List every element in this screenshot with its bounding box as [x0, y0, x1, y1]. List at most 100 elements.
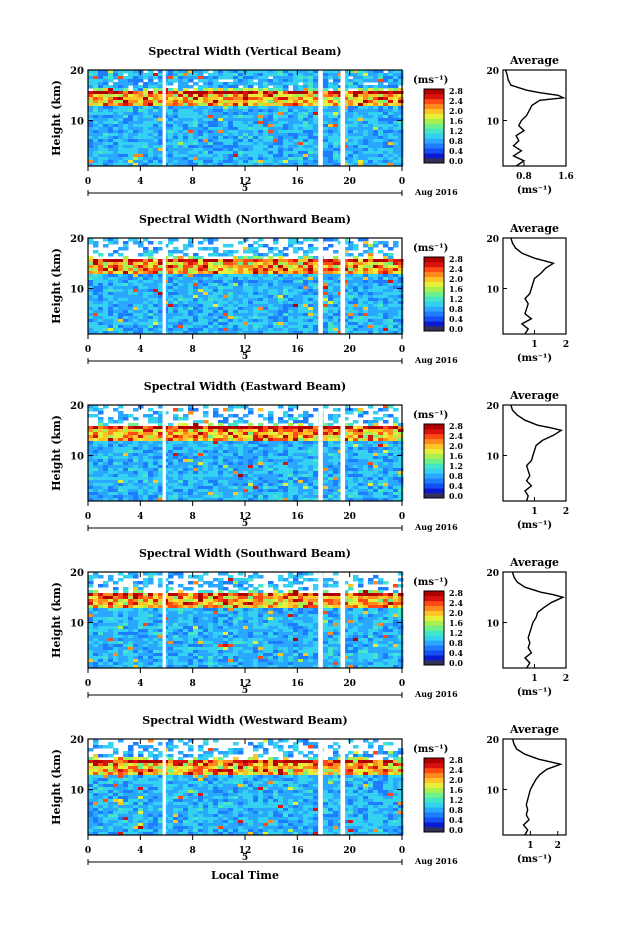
heatmap-cell: [153, 145, 159, 149]
heatmap-cell: [248, 151, 254, 155]
heatmap-cell: [233, 432, 239, 436]
heatmap-cell: [253, 492, 259, 496]
heatmap-cell: [148, 250, 154, 254]
heatmap-cell: [113, 319, 119, 323]
heatmap-cell: [293, 160, 299, 164]
heatmap-cell: [103, 444, 109, 448]
heatmap-cell: [373, 139, 379, 143]
heatmap-cell: [233, 85, 239, 89]
heatmap-cell: [348, 280, 354, 284]
heatmap-cell: [353, 262, 359, 266]
heatmap-cell: [273, 474, 279, 478]
heatmap-cell: [98, 474, 104, 478]
heatmap-cell: [218, 313, 224, 317]
heatmap-cell: [283, 429, 289, 433]
heatmap-cell: [153, 136, 159, 140]
heatmap-cell: [253, 435, 259, 439]
heatmap-cell: [138, 277, 144, 281]
heatmap-cell: [138, 133, 144, 137]
heatmap-cell: [193, 322, 199, 326]
heatmap-cell: [103, 307, 109, 311]
heatmap-cell: [93, 486, 99, 490]
heatmap-cell: [118, 498, 124, 502]
heatmap-cell: [263, 307, 269, 311]
heatmap-cell: [288, 76, 294, 80]
heatmap-cell: [118, 127, 124, 131]
heatmap-cell: [143, 94, 149, 98]
heatmap-cell: [333, 142, 339, 146]
heatmap-cell: [368, 301, 374, 305]
heatmap-cell: [273, 157, 279, 161]
heatmap-cell: [148, 414, 154, 418]
heatmap-cell: [248, 444, 254, 448]
heatmap-cell: [328, 292, 334, 296]
heatmap-cell: [203, 127, 209, 131]
heatmap-cell: [393, 322, 399, 326]
heatmap-cell: [323, 118, 329, 122]
heatmap-cell: [143, 471, 149, 475]
heatmap-cell: [353, 325, 359, 329]
heatmap-cell: [398, 100, 404, 104]
heatmap-cell: [173, 247, 179, 251]
heatmap-cell: [173, 157, 179, 161]
heatmap-cell: [343, 100, 349, 104]
heatmap-cell: [213, 298, 219, 302]
heatmap-cell: [243, 495, 249, 499]
heatmap-cell: [198, 477, 204, 481]
heatmap-cell: [233, 250, 239, 254]
heatmap-cell: [88, 145, 94, 149]
heatmap-cell: [233, 97, 239, 101]
heatmap-cell: [93, 262, 99, 266]
heatmap-cell: [228, 271, 234, 275]
heatmap-cell: [173, 492, 179, 496]
heatmap-cell: [233, 486, 239, 490]
heatmap-cell: [358, 313, 364, 317]
heatmap-cell: [323, 73, 329, 77]
heatmap-cell: [178, 480, 184, 484]
heatmap-cell: [178, 426, 184, 430]
heatmap-cell: [88, 471, 94, 475]
heatmap-cell: [88, 142, 94, 146]
heatmap-cell: [188, 127, 194, 131]
heatmap-cell: [123, 295, 129, 299]
heatmap-cell: [243, 429, 249, 433]
heatmap-cell: [348, 289, 354, 293]
heatmap-cell: [243, 97, 249, 101]
heatmap-cell: [88, 82, 94, 86]
heatmap-cell: [103, 304, 109, 308]
heatmap-cell: [248, 453, 254, 457]
heatmap-cell: [103, 310, 109, 314]
heatmap-cell: [313, 91, 319, 95]
heatmap-cell: [133, 271, 139, 275]
heatmap-cell: [303, 322, 309, 326]
heatmap-cell: [328, 100, 334, 104]
heatmap-cell: [228, 280, 234, 284]
heatmap-cell: [213, 411, 219, 415]
heatmap-cell: [238, 301, 244, 305]
heatmap-cell: [348, 259, 354, 263]
heatmap-cell: [118, 462, 124, 466]
heatmap-cell: [173, 91, 179, 95]
heatmap-cell: [298, 97, 304, 101]
heatmap-cell: [108, 483, 114, 487]
heatmap-cell: [133, 304, 139, 308]
heatmap-cell: [168, 316, 174, 320]
heatmap-cell: [313, 118, 319, 122]
heatmap-cell: [343, 250, 349, 254]
heatmap-cell: [208, 88, 214, 92]
heatmap-cell: [213, 121, 219, 125]
heatmap-cell: [133, 438, 139, 442]
heatmap-cell: [158, 163, 164, 167]
heatmap-cell: [218, 498, 224, 502]
heatmap-cell: [378, 280, 384, 284]
heatmap-cell: [148, 277, 154, 281]
heatmap-cell: [298, 154, 304, 158]
heatmap-cell: [173, 328, 179, 332]
heatmap-cell: [228, 157, 234, 161]
heatmap-cell: [393, 310, 399, 314]
heatmap-cell: [273, 148, 279, 152]
heatmap-cell: [378, 118, 384, 122]
heatmap-cell: [108, 289, 114, 293]
heatmap-cell: [158, 280, 164, 284]
heatmap-cell: [88, 435, 94, 439]
